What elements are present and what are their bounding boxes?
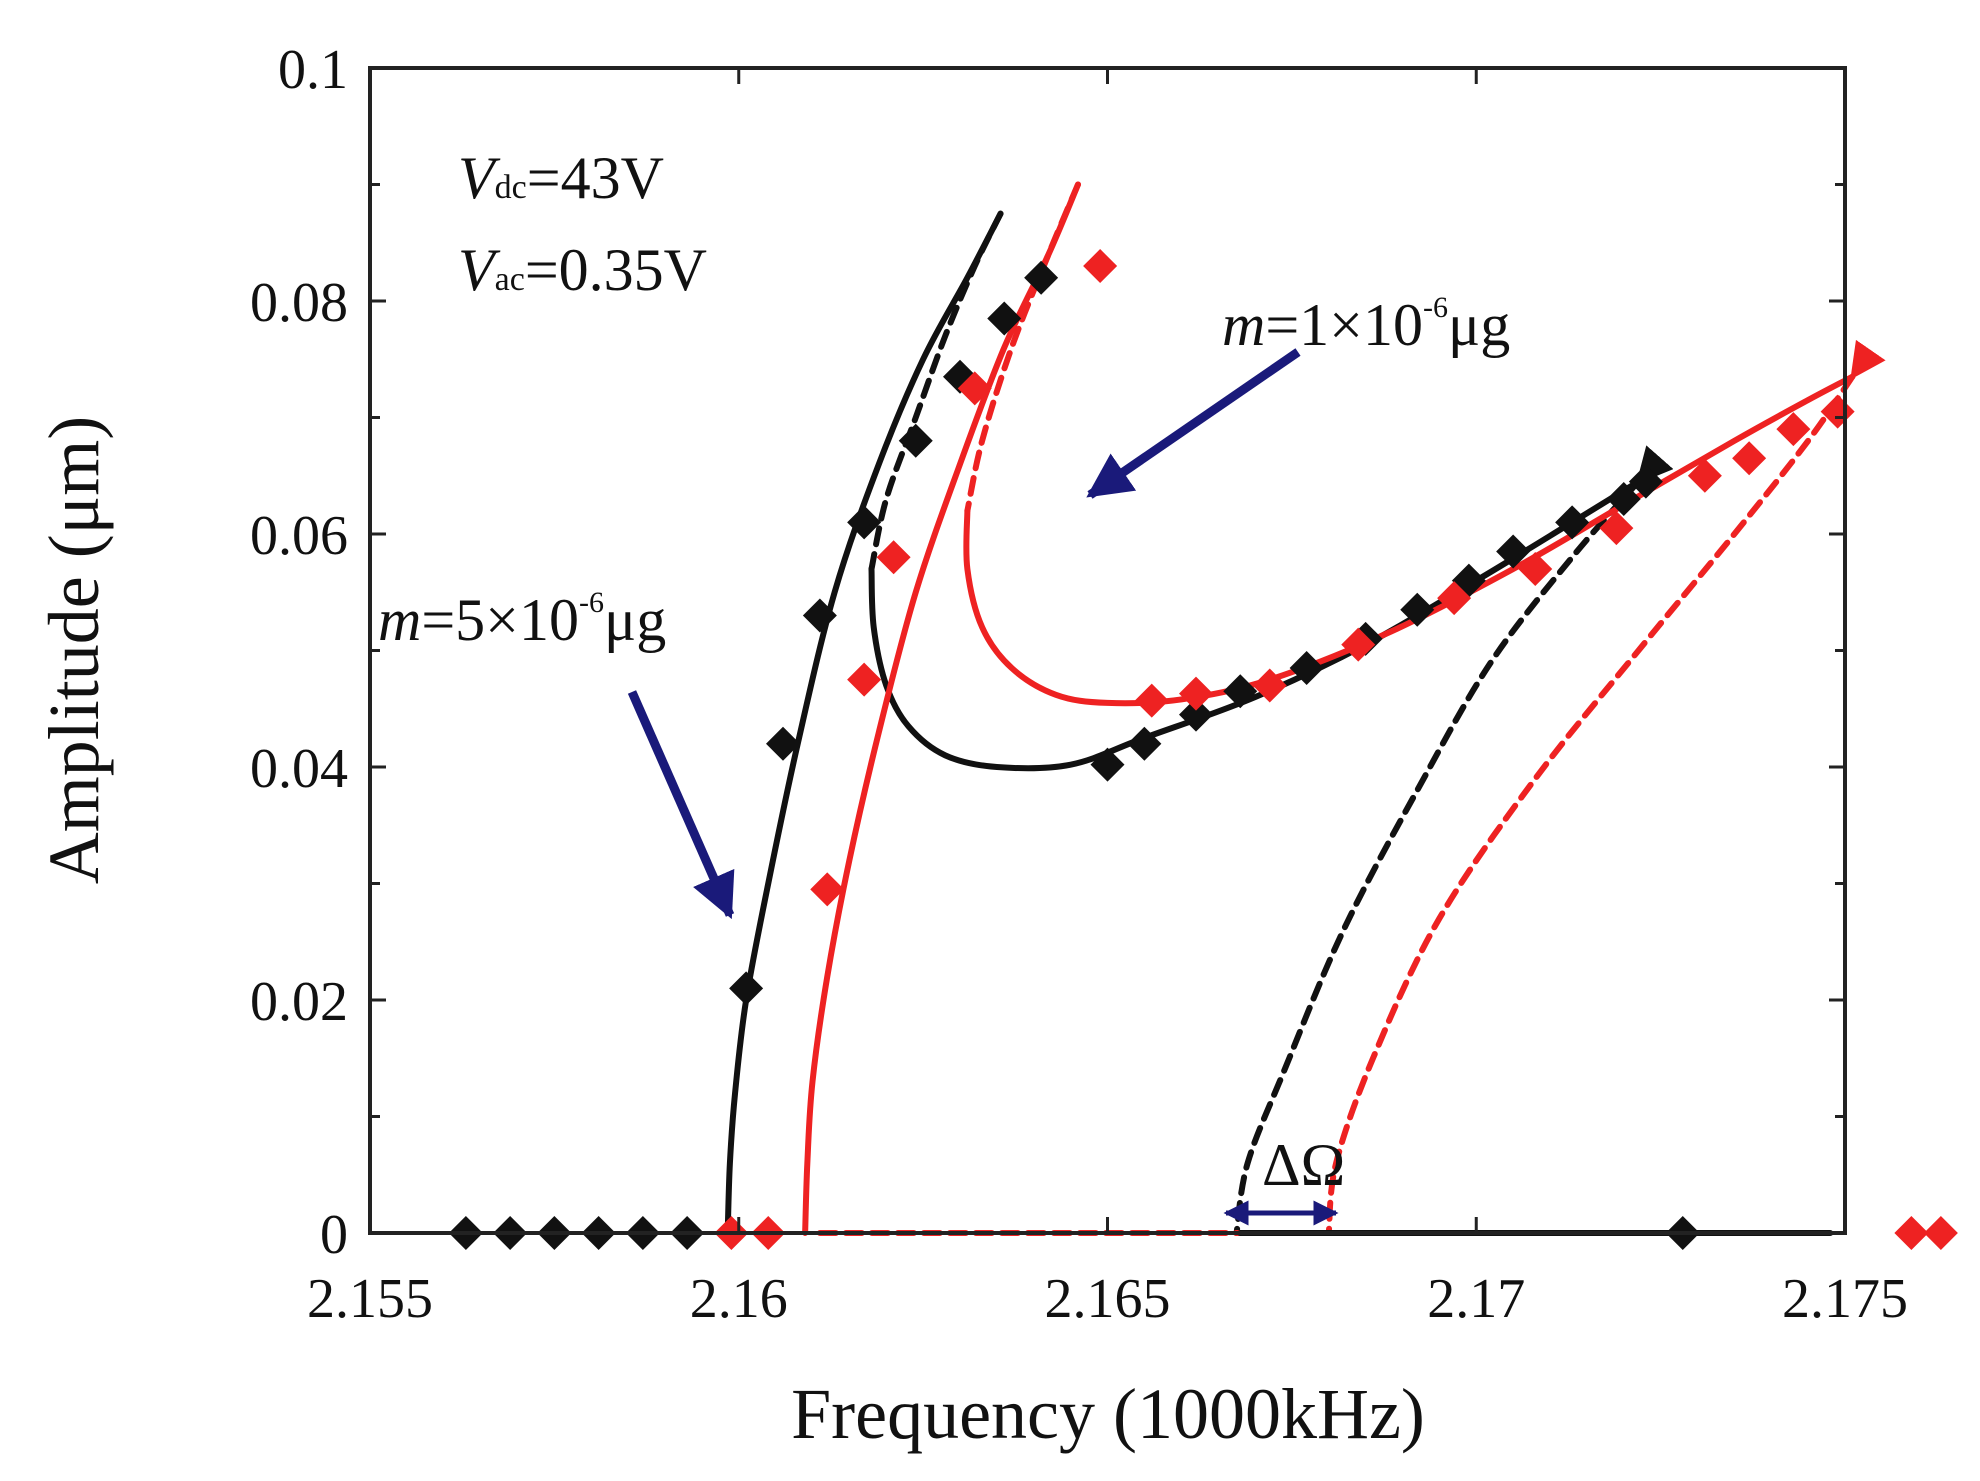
data-point-marker	[1606, 482, 1641, 517]
data-point-marker	[1179, 676, 1213, 711]
y-tick-label: 0.06	[250, 505, 348, 567]
data-point-marker	[898, 423, 933, 458]
data-point-marker	[1496, 534, 1531, 569]
vdc-subscript: dc	[495, 169, 527, 206]
data-point-marker	[1555, 505, 1590, 540]
data-point-marker	[1776, 412, 1811, 447]
series-line-3	[1233, 445, 1674, 1236]
series-line-4	[802, 181, 1081, 1236]
vac-symbol: V	[458, 237, 501, 303]
series-line-5	[964, 181, 1081, 514]
data-point-marker	[810, 872, 845, 907]
series-line-2	[868, 478, 1642, 772]
data-point-marker	[1437, 581, 1472, 616]
data-point-marker	[1289, 650, 1324, 685]
data-point-marker	[957, 371, 992, 406]
mass-red-symbol: m	[1222, 292, 1265, 358]
data-point-marker	[847, 662, 882, 697]
mass-black-symbol: m	[378, 587, 421, 653]
delta-omega-label: ΔΩ	[1262, 1132, 1345, 1198]
vac-annotation: Vac=0.35V	[458, 237, 707, 303]
vdc-annotation: Vdc=43V	[458, 145, 664, 211]
data-point-marker	[1923, 1216, 1958, 1250]
series-line-7	[1325, 339, 1886, 1236]
data-point-marker	[1687, 458, 1722, 493]
mass-red-annotation: m=1×10-6μg	[1222, 291, 1510, 358]
data-point-marker	[766, 726, 800, 761]
y-tick-label: 0.1	[278, 39, 348, 101]
data-point-marker	[1083, 249, 1118, 284]
y-tick-label: 0.08	[250, 272, 348, 334]
data-point-marker	[1134, 683, 1169, 718]
data-point-marker	[1518, 551, 1553, 586]
data-point-marker	[1628, 464, 1663, 499]
x-tick-label: 2.16	[690, 1268, 788, 1330]
data-point-marker	[1223, 674, 1258, 709]
data-point-marker	[847, 505, 882, 540]
data-point-marker	[802, 598, 837, 633]
vdc-value: =43V	[527, 145, 664, 211]
data-point-marker	[1894, 1216, 1929, 1250]
data-point-marker	[729, 971, 764, 1006]
data-point-marker	[1090, 747, 1125, 782]
x-tick-label: 2.165	[1045, 1268, 1171, 1330]
data-point-marker	[1341, 627, 1376, 662]
mass-black-arrow	[627, 690, 735, 920]
data-point-marker	[876, 540, 911, 575]
data-point-marker	[1599, 511, 1634, 546]
series-line-6	[963, 373, 1856, 707]
series-line-0	[724, 210, 1004, 1236]
y-tick-label: 0	[320, 1204, 348, 1266]
data-point-marker	[1820, 394, 1855, 429]
vac-value: =0.35V	[525, 237, 707, 303]
y-tick-label: 0.02	[250, 971, 348, 1033]
y-axis-label: Amplitude (μm)	[34, 416, 114, 885]
data-point-marker	[1400, 592, 1435, 627]
y-tick-label: 0.04	[250, 738, 348, 800]
data-point-marker	[1252, 668, 1287, 703]
mass-red-exponent: -6	[1423, 291, 1448, 324]
vdc-symbol: V	[458, 145, 501, 211]
data-point-marker	[1024, 260, 1059, 295]
x-tick-label: 2.175	[1782, 1268, 1908, 1330]
vac-subscript: ac	[495, 261, 525, 298]
data-point-marker	[1732, 441, 1767, 476]
x-tick-label: 2.155	[307, 1268, 433, 1330]
mass-red-main: =1×10	[1265, 292, 1423, 358]
mass-black-exponent: -6	[579, 586, 604, 619]
data-point-marker	[987, 301, 1022, 336]
mass-black-main: =5×10	[421, 587, 579, 653]
mass-black-annotation: m=5×10-6μg	[378, 586, 666, 653]
mass-red-unit: μg	[1448, 292, 1510, 358]
mass-red-arrow	[1086, 348, 1301, 499]
tick-layer: 0 0.02 0.04 0.06 0.08 0.1 2.155 2.16 2.165 2.17 2.…	[250, 39, 1908, 1330]
x-axis-label: Frequency (1000kHz)	[791, 1374, 1425, 1454]
data-point-marker	[1179, 697, 1213, 732]
x-tick-label: 2.17	[1427, 1268, 1525, 1330]
series-line-1	[868, 210, 1004, 572]
marker-layer	[448, 249, 1958, 1250]
series-layer	[724, 181, 1886, 1236]
mass-black-unit: μg	[604, 587, 666, 653]
data-point-marker	[1127, 726, 1162, 761]
